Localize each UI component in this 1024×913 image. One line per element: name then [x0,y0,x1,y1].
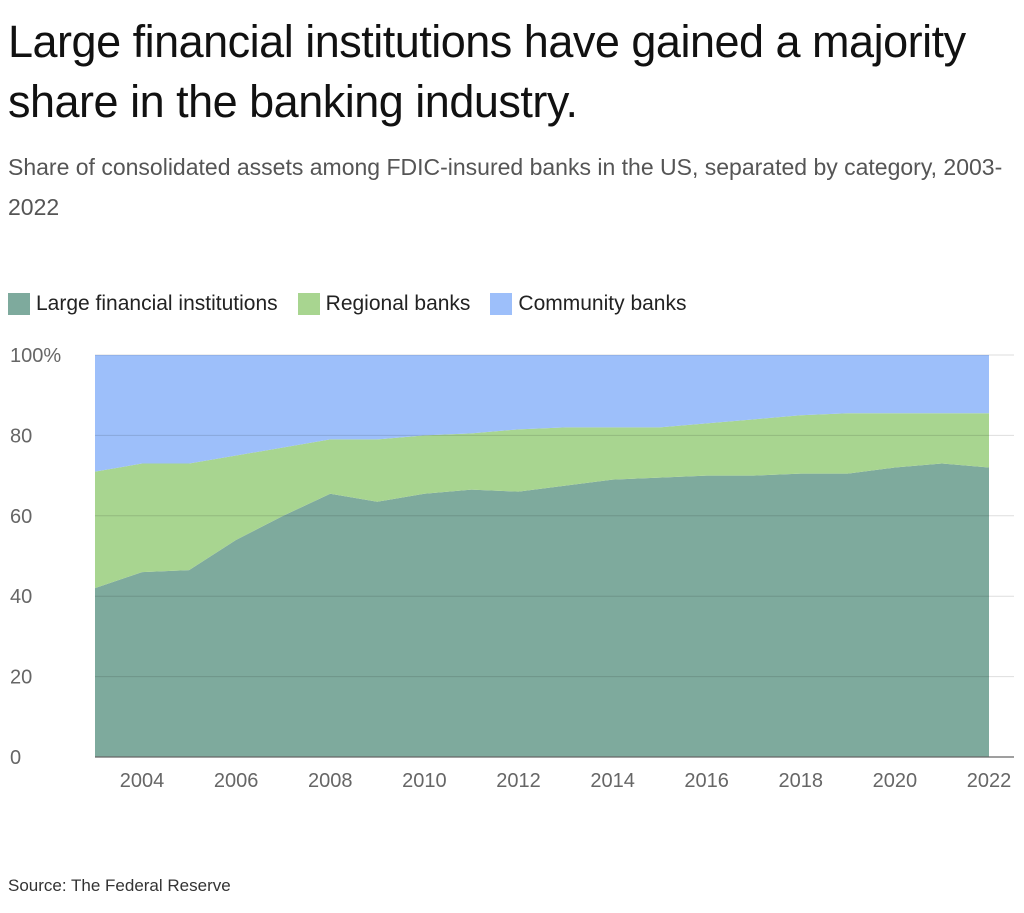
x-tick-label: 2006 [214,770,259,792]
legend-swatch-regional [297,293,320,315]
chart-subtitle: Share of consolidated assets among FDIC-… [8,154,1003,220]
x-tick-label: 2022 [967,770,1012,792]
legend-item-large-financial-institutions: Large financial institutions [8,292,278,316]
legend-swatch-large [8,293,30,315]
x-tick-label: 2004 [120,770,165,792]
y-tick-label: 40 [10,586,32,608]
y-tick-label: 0 [10,747,21,769]
source-note: Source: The Federal Reserve [8,876,231,895]
legend: Large financial institutions Regional ba… [8,292,706,316]
x-tick-label: 2008 [308,770,353,792]
y-tick-label: 80 [10,425,32,447]
x-tick-label: 2016 [684,770,729,792]
chart-title: Large financial institutions have gained… [8,16,966,127]
x-tick-label: 2018 [779,770,824,792]
y-tick-label: 20 [10,667,32,689]
legend-label-regional: Regional banks [325,292,471,315]
legend-swatch-community [490,293,513,315]
area-large-financial-institutions [95,463,989,757]
stacked-area-chart: 0 20 40 60 80 100% 2004 2006 2008 2010 2012 2014 201… [10,345,1014,792]
x-tick-label: 2012 [496,770,541,792]
legend-label-community: Community banks [518,292,687,315]
area-community-banks [95,355,989,472]
y-tick-label: 100% [10,345,61,367]
legend-label-large: Large financial institutions [36,292,278,315]
x-tick-label: 2014 [590,770,635,792]
legend-item-regional-banks: Regional banks [297,292,471,316]
y-tick-label: 60 [10,506,32,528]
x-tick-label: 2010 [402,770,447,792]
legend-item-community-banks: Community banks [490,292,686,316]
area-regional-banks [95,413,989,589]
x-tick-label: 2020 [873,770,918,792]
